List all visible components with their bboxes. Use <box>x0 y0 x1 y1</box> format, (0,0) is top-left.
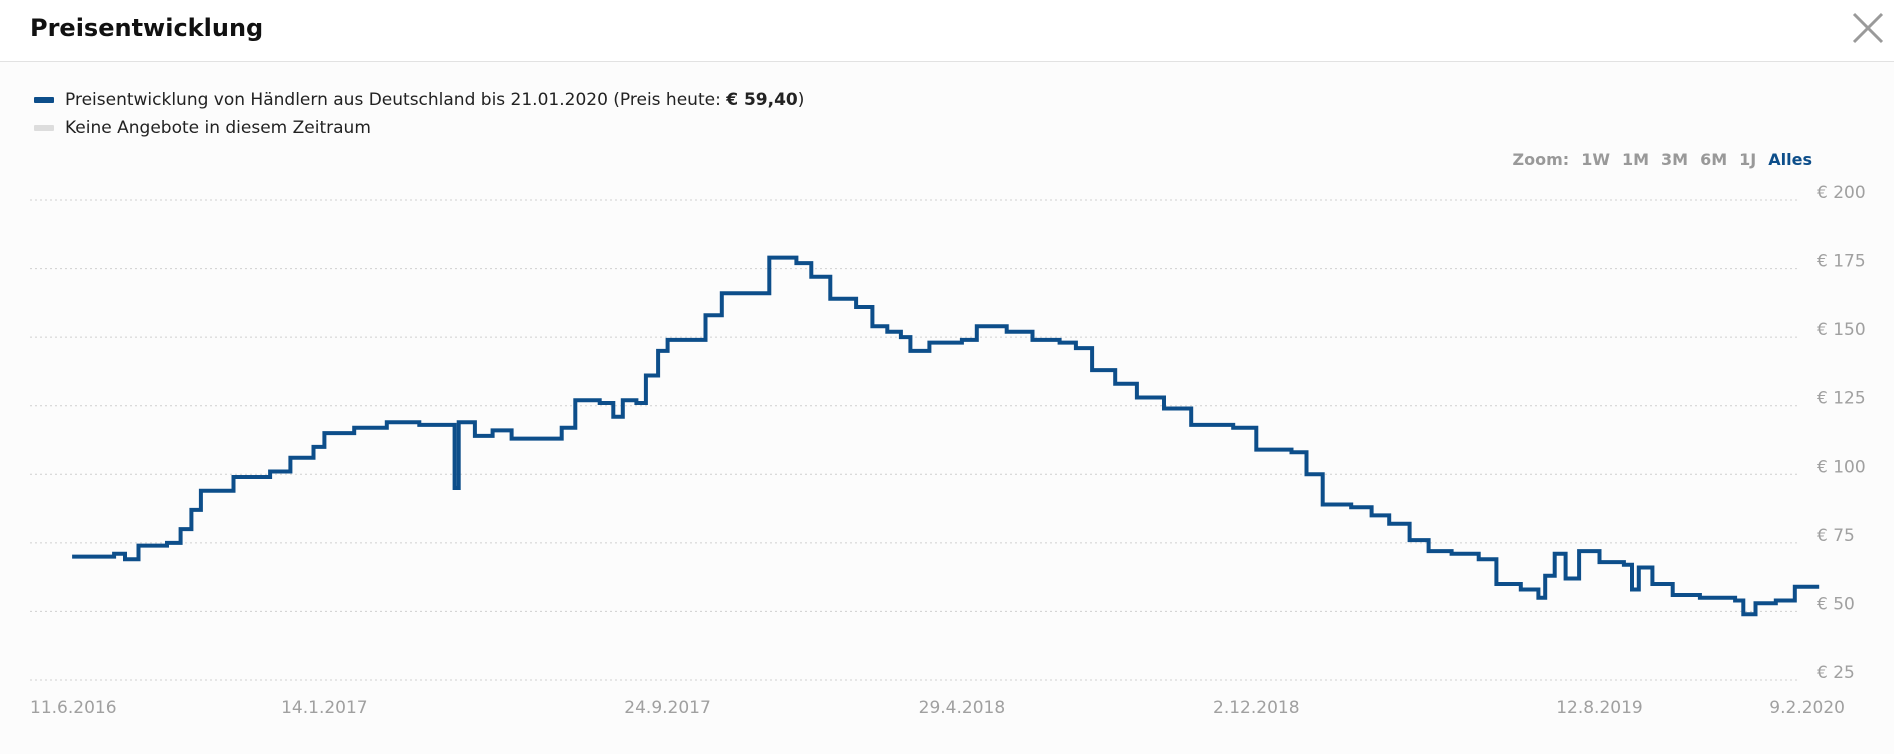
zoom-option-3m[interactable]: 3M <box>1661 150 1689 169</box>
zoom-option-alles[interactable]: Alles <box>1768 150 1812 169</box>
y-tick-label: € 150 <box>1817 320 1866 340</box>
zoom-selector: Zoom: 1W 1M 3M 6M 1J Alles <box>1513 150 1812 169</box>
legend-item-price: Preisentwicklung von Händlern aus Deutsc… <box>34 86 804 114</box>
legend-swatch-price <box>34 97 54 103</box>
legend-item-no-offers: Keine Angebote in diesem Zeitraum <box>34 114 804 142</box>
chart-grid <box>30 199 1800 681</box>
zoom-option-1j[interactable]: 1J <box>1739 150 1757 169</box>
dialog-header: Preisentwicklung <box>0 0 1894 62</box>
x-tick-label: 24.9.2017 <box>624 698 711 718</box>
page-title: Preisentwicklung <box>30 14 264 42</box>
y-axis-ticks: € 200 € 175 € 150 € 125 € 100 € 75 € 50 € 25 <box>1817 183 1866 683</box>
legend-text-prefix: Preisentwicklung von Händlern aus Deutsc… <box>65 90 727 110</box>
legend-price-today: € 59,40 <box>726 90 798 110</box>
zoom-option-1m[interactable]: 1M <box>1621 150 1650 169</box>
y-tick-label: € 25 <box>1817 663 1855 683</box>
zoom-option-1w[interactable]: 1W <box>1581 150 1610 169</box>
y-tick-label: € 100 <box>1817 457 1866 477</box>
x-tick-label: 14.1.2017 <box>281 698 368 718</box>
zoom-label: Zoom: <box>1512 150 1570 169</box>
legend-label-price: Preisentwicklung von Händlern aus Deutsc… <box>65 90 804 110</box>
x-tick-label: 11.6.2016 <box>30 698 117 718</box>
x-tick-label: 2.12.2018 <box>1213 698 1300 718</box>
y-tick-label: € 50 <box>1817 594 1855 614</box>
y-tick-label: € 125 <box>1817 389 1866 409</box>
y-tick-label: € 200 <box>1817 183 1866 203</box>
legend-swatch-no-offers <box>34 125 54 131</box>
legend-text-suffix: ) <box>797 90 805 110</box>
legend-label-no-offers: Keine Angebote in diesem Zeitraum <box>65 118 371 138</box>
close-icon[interactable] <box>1848 8 1888 48</box>
y-tick-label: € 175 <box>1817 252 1866 272</box>
x-axis-ticks: 11.6.2016 14.1.2017 24.9.2017 29.4.2018 2.12… <box>30 698 1845 718</box>
price-series-line <box>72 255 1820 617</box>
x-tick-label: 9.2.2020 <box>1769 698 1845 718</box>
zoom-option-6m[interactable]: 6M <box>1700 150 1728 169</box>
x-tick-label: 29.4.2018 <box>919 698 1006 718</box>
x-tick-label: 12.8.2019 <box>1556 698 1643 718</box>
y-tick-label: € 75 <box>1817 526 1855 546</box>
chart-legend: Preisentwicklung von Händlern aus Deutsc… <box>34 86 804 142</box>
